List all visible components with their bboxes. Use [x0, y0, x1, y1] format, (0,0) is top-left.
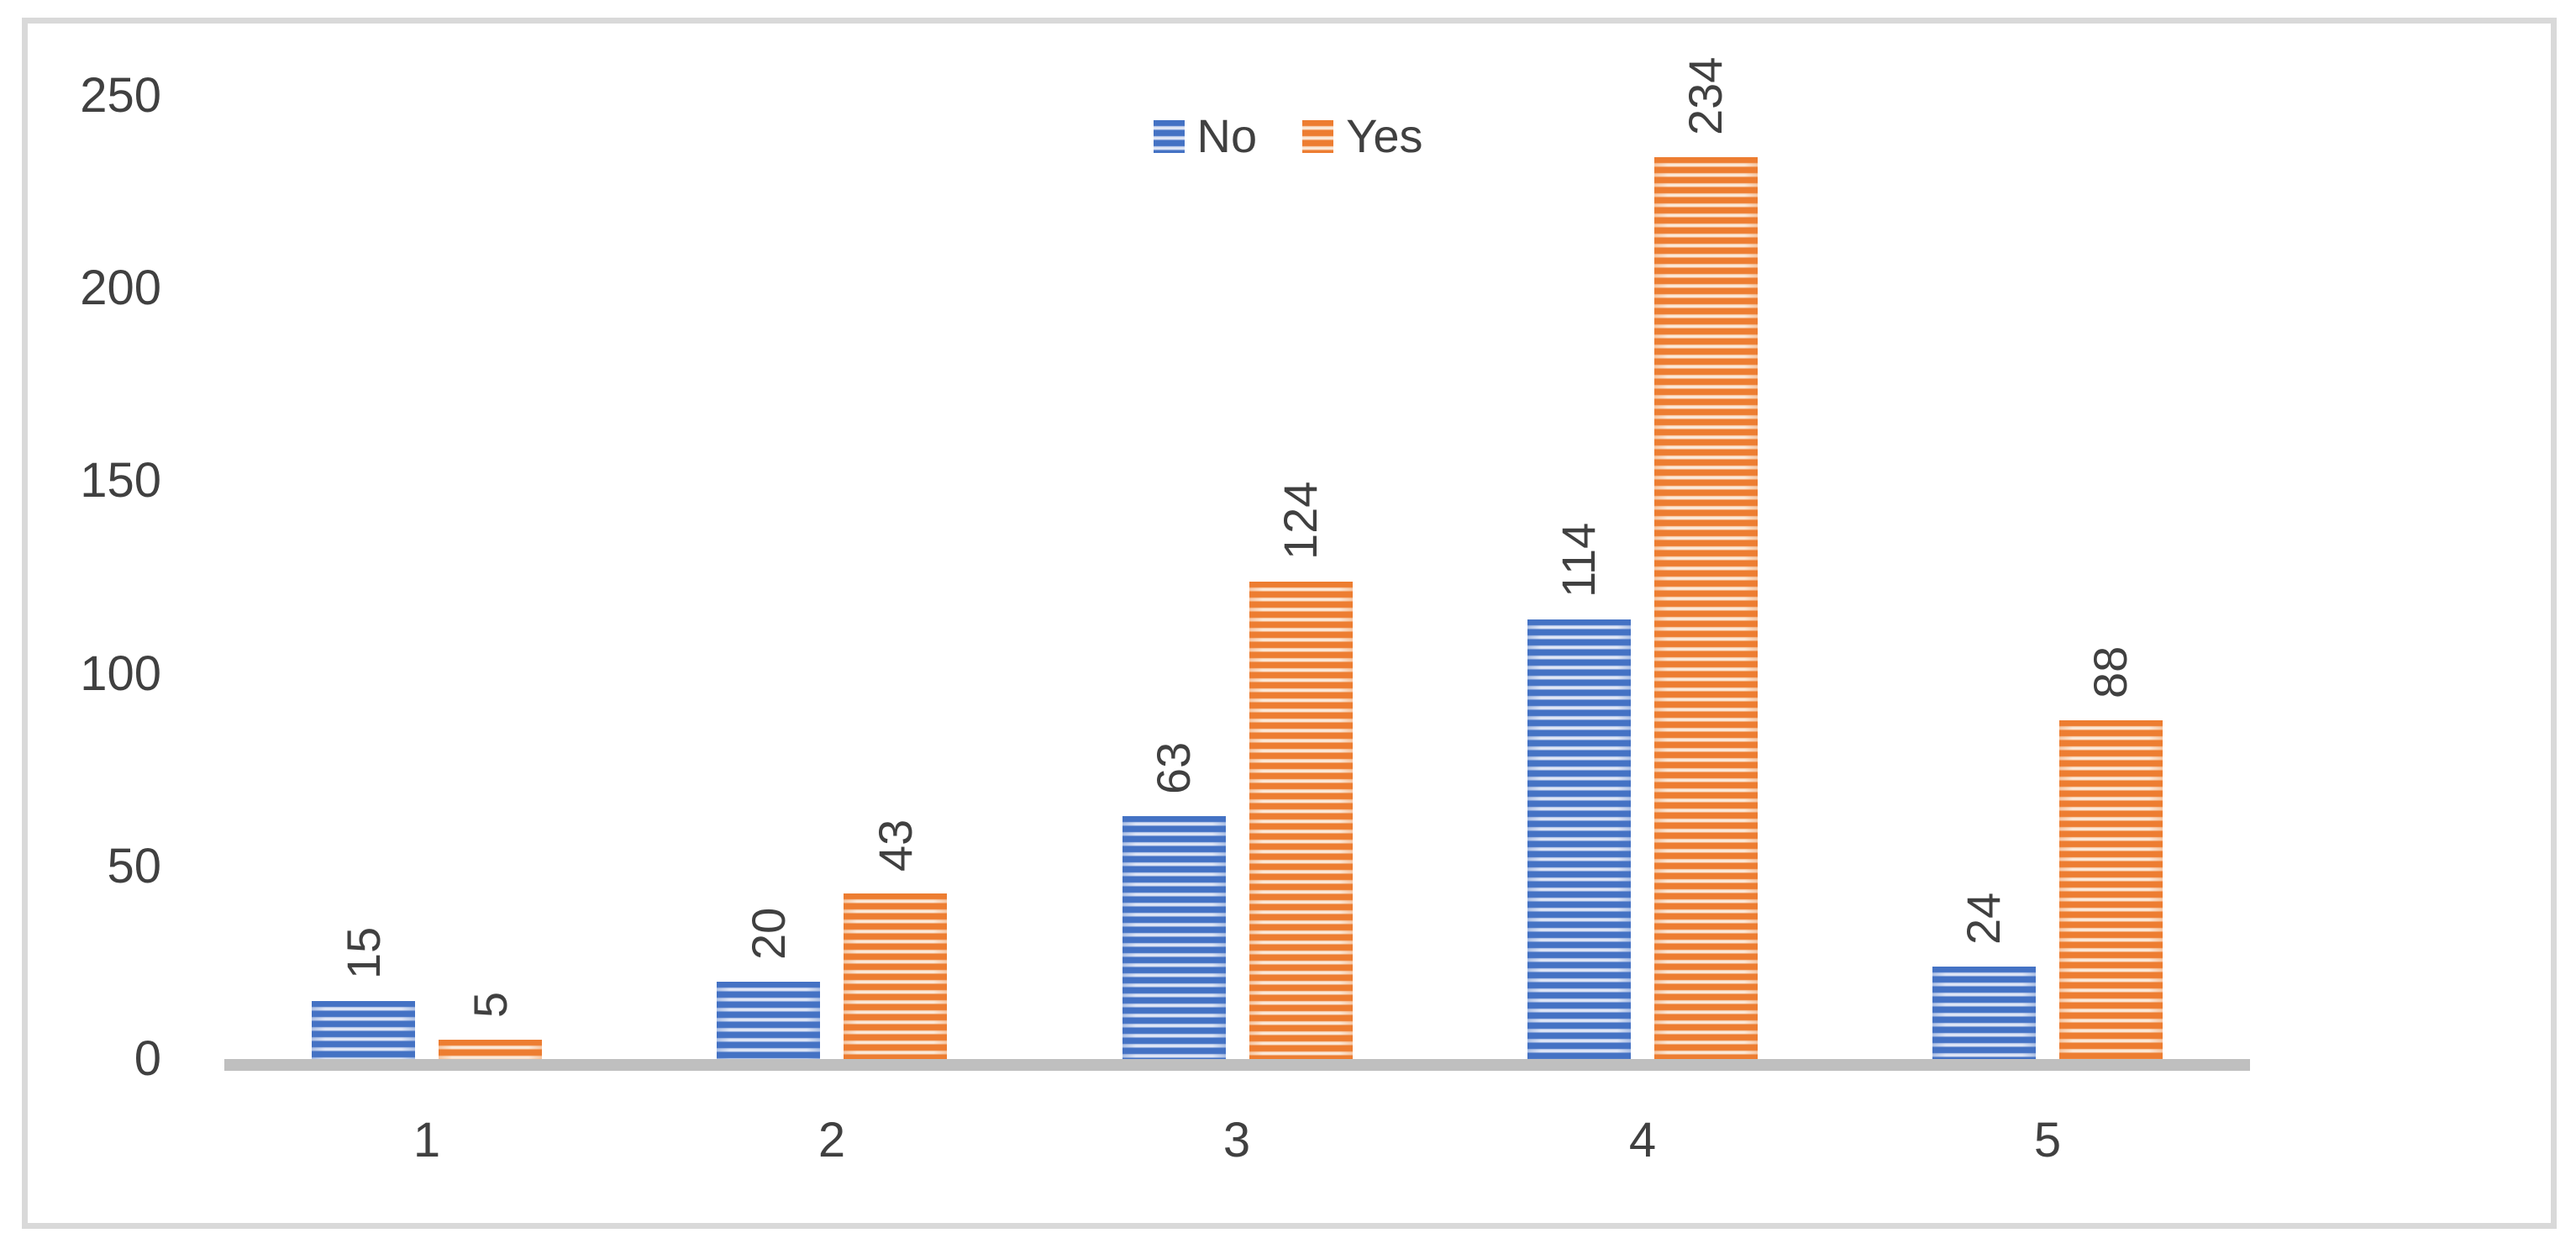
y-axis-tick-label: 100 [80, 646, 161, 701]
bar-no-category-1 [312, 1001, 415, 1059]
legend-item-no: No [1153, 109, 1258, 162]
data-label-no-category-1: 15 [337, 926, 390, 979]
y-axis-tick-label: 50 [107, 839, 161, 893]
data-label-yes-category-2: 43 [869, 819, 922, 872]
data-label-no-category-4: 114 [1552, 522, 1605, 598]
bar-yes-category-4 [1654, 157, 1758, 1059]
y-axis-tick-label: 0 [134, 1031, 161, 1086]
legend-item-yes: Yes [1302, 113, 1422, 160]
data-label-no-category-2: 20 [742, 907, 795, 960]
data-label-yes-category-5: 88 [2084, 646, 2137, 698]
data-label-yes-category-3: 124 [1274, 481, 1327, 560]
bar-yes-category-2 [844, 893, 947, 1059]
x-axis-category-label: 3 [1222, 1113, 1251, 1167]
y-axis-tick-label: 200 [80, 261, 161, 315]
y-axis-tick-label: 250 [80, 68, 161, 123]
x-axis-category-label: 1 [413, 1113, 441, 1167]
legend-label-yes: Yes [1346, 109, 1423, 162]
data-label-no-category-5: 24 [1957, 892, 2010, 945]
x-axis-category-label: 4 [1628, 1113, 1657, 1167]
bar-no-category-4 [1527, 619, 1631, 1059]
legend: No Yes [0, 113, 2576, 160]
x-axis-line [224, 1059, 2250, 1071]
bar-yes-category-1 [439, 1040, 542, 1059]
bar-no-category-5 [1932, 967, 2036, 1059]
data-label-no-category-3: 63 [1147, 741, 1200, 794]
x-axis-category-label: 5 [2033, 1113, 2062, 1167]
bar-yes-category-3 [1249, 582, 1353, 1059]
bar-yes-category-5 [2059, 720, 2163, 1059]
bar-no-category-3 [1122, 816, 1226, 1059]
legend-label-no: No [1196, 109, 1258, 162]
chart-frame-border [22, 18, 2557, 1229]
legend-swatch-yes-icon [1302, 119, 1334, 153]
x-axis-category-label: 2 [817, 1113, 846, 1167]
bar-no-category-2 [717, 982, 820, 1059]
data-label-yes-category-1: 5 [464, 991, 517, 1018]
legend-swatch-no-icon [1153, 119, 1185, 153]
y-axis-tick-label: 150 [80, 453, 161, 508]
